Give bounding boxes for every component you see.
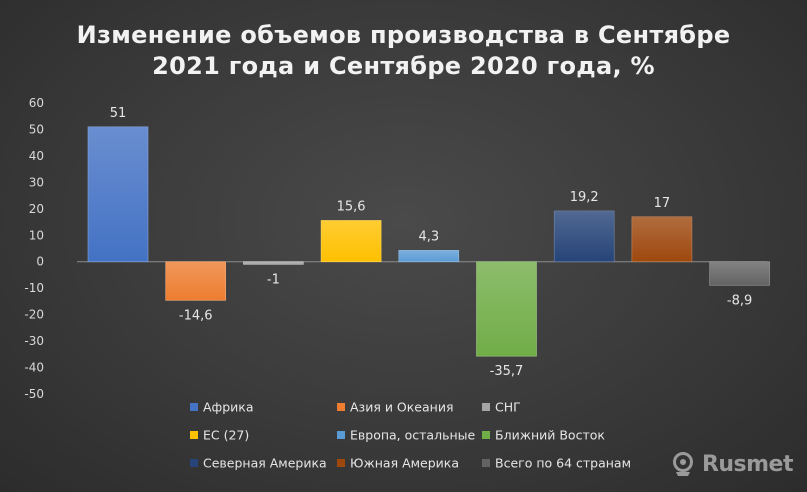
- y-tick-label: 30: [29, 175, 44, 189]
- y-tick-label: -50: [24, 387, 44, 401]
- bar: [243, 261, 304, 265]
- y-tick-label: -30: [24, 334, 44, 348]
- bar: [320, 220, 382, 263]
- legend-label: СНГ: [495, 400, 521, 415]
- legend-swatch: [190, 459, 198, 467]
- rusmet-logo-icon: [672, 452, 693, 476]
- data-label: 17: [654, 196, 671, 211]
- bar: [476, 261, 537, 357]
- watermark: Rusmet: [670, 450, 794, 478]
- chart-title-line-2: 2021 года и Сентябре 2020 года, %: [152, 52, 655, 80]
- data-label: 51: [110, 106, 127, 121]
- y-tick-label: 50: [29, 122, 44, 136]
- legend-label: Африка: [203, 400, 254, 415]
- legend-swatch: [482, 431, 490, 439]
- data-label: -35,7: [490, 364, 524, 379]
- legend-swatch: [190, 431, 198, 439]
- legend-label: ЕС (27): [203, 428, 249, 443]
- data-label: 15,6: [337, 199, 366, 214]
- watermark-text: Rusmet: [701, 451, 794, 477]
- y-tick-label: -10: [24, 281, 44, 295]
- data-label: 4,3: [418, 229, 439, 244]
- y-tick-label: 40: [29, 149, 44, 163]
- data-label: 19,2: [570, 190, 599, 205]
- legend-label: Южная Америка: [350, 456, 459, 471]
- y-tick-label: 0: [36, 255, 44, 269]
- bar: [709, 261, 770, 286]
- legend-label: Северная Америка: [203, 456, 327, 471]
- y-tick-label: 10: [29, 228, 44, 242]
- data-label: -8,9: [727, 293, 752, 308]
- bar: [398, 250, 460, 263]
- y-tick-label: -20: [24, 308, 44, 322]
- y-tick-label: 60: [29, 96, 44, 110]
- bar: [553, 210, 615, 263]
- bar: [165, 261, 226, 301]
- legend-swatch: [190, 403, 198, 411]
- legend-label: Ближний Восток: [495, 428, 605, 443]
- chart-title-line-1: Изменение объемов производства в Сентябр…: [76, 21, 731, 49]
- legend-swatch: [337, 431, 345, 439]
- y-tick-label: 20: [29, 202, 44, 216]
- legend-label: Всего по 64 странам: [495, 456, 631, 471]
- legend-swatch: [337, 459, 345, 467]
- bar: [631, 216, 693, 263]
- legend-swatch: [482, 403, 490, 411]
- chart-title: Изменение объемов производства в Сентябр…: [0, 20, 807, 82]
- bar: [87, 126, 149, 263]
- legend-label: Азия и Океания: [350, 400, 453, 415]
- data-label: -1: [267, 272, 280, 287]
- legend-swatch: [482, 459, 490, 467]
- legend-swatch: [337, 403, 345, 411]
- y-tick-label: -40: [24, 361, 44, 375]
- legend-label: Европа, остальные: [350, 428, 475, 443]
- data-label: -14,6: [179, 308, 213, 323]
